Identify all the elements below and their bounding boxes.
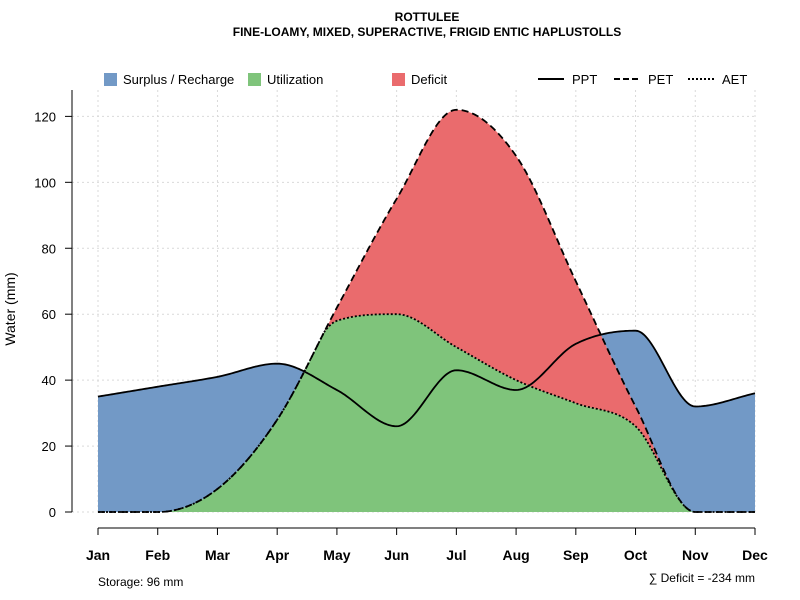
- x-tick-label-jul: Jul: [446, 547, 466, 563]
- y-tick-label: 60: [42, 307, 56, 322]
- legend-label: Surplus / Recharge: [123, 72, 234, 87]
- areas: [98, 109, 755, 512]
- y-tick-label: 40: [42, 373, 56, 388]
- x-tick-label-may: May: [323, 547, 350, 563]
- line-ppt: [97, 329, 756, 428]
- x-tick-label-sep: Sep: [563, 547, 589, 563]
- x-tick-label-aug: Aug: [502, 547, 529, 563]
- x-tick-label-feb: Feb: [145, 547, 170, 563]
- x-tick-label-mar: Mar: [205, 547, 230, 563]
- chart-title: ROTTULEE: [395, 10, 460, 24]
- utilization-area: [98, 314, 755, 512]
- chart-subtitle: FINE-LOAMY, MIXED, SUPERACTIVE, FRIGID E…: [233, 25, 621, 39]
- legend-swatch: [248, 73, 261, 86]
- storage-note: Storage: 96 mm: [98, 575, 183, 589]
- x-tick-label-jun: Jun: [384, 547, 409, 563]
- x-tick-label-oct: Oct: [624, 547, 648, 563]
- legend-label: Utilization: [267, 72, 323, 87]
- y-axis-label: Water (mm): [2, 272, 18, 345]
- y-tick-label: 100: [34, 175, 56, 190]
- legend-swatch: [104, 73, 117, 86]
- series-lines: [97, 108, 756, 513]
- y-tick-label: 20: [42, 439, 56, 454]
- legend-label: PET: [648, 72, 673, 87]
- surplus-over-pet-area: [98, 109, 755, 512]
- legend-swatch: [392, 73, 405, 86]
- legend: Surplus / Recharge Utilization Deficit PPT P…: [104, 72, 747, 87]
- deficit-total-note: ∑ Deficit = -234 mm: [649, 571, 755, 585]
- axes: 0 20 40 60 80 100 120 Jan Feb Mar Apr May Jun Jul Aug S…: [34, 90, 768, 563]
- x-tick-label-nov: Nov: [682, 547, 709, 563]
- legend-label: PPT: [572, 72, 597, 87]
- x-tick-label-dec: Dec: [742, 547, 768, 563]
- x-tick-label-jan: Jan: [86, 547, 110, 563]
- y-tick-label: 80: [42, 241, 56, 256]
- x-tick-label-apr: Apr: [265, 547, 290, 563]
- line-aet: [98, 313, 755, 513]
- y-tick-label: 0: [49, 505, 56, 520]
- y-tick-label: 120: [34, 109, 56, 124]
- legend-label: AET: [722, 72, 747, 87]
- legend-label: Deficit: [411, 72, 448, 87]
- deficit-area: [98, 109, 755, 512]
